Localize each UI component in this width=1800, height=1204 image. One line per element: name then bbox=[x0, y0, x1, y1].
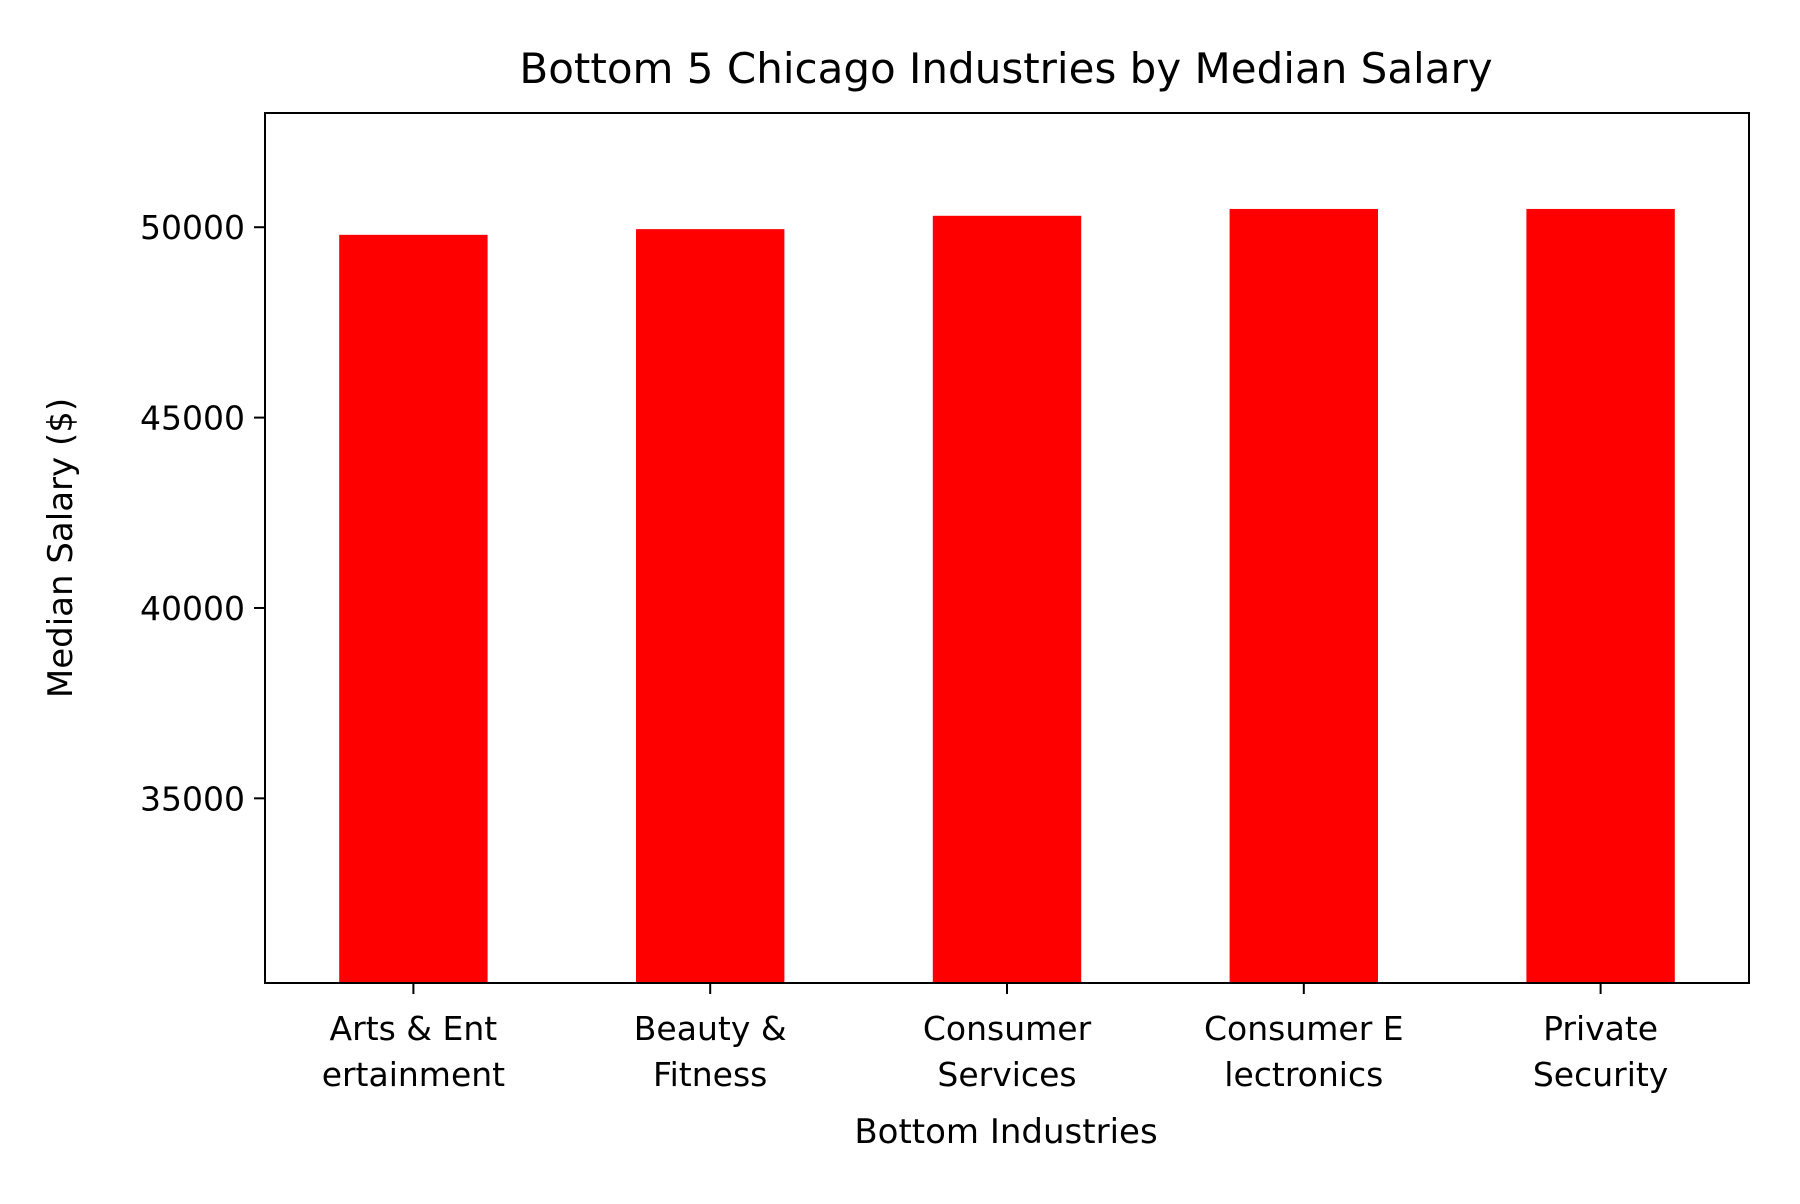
y-axis-label: Median Salary ($) bbox=[41, 398, 81, 698]
x-tick-label-2-line-1: Beauty & bbox=[634, 1009, 787, 1048]
y-tick-label-4: 50000 bbox=[140, 208, 245, 247]
chart-title: Bottom 5 Chicago Industries by Median Sa… bbox=[519, 44, 1492, 93]
x-axis-ticks: Arts & Ent ertainment Beauty & Fitness Consu… bbox=[322, 983, 1669, 1094]
bar-4 bbox=[1229, 208, 1378, 983]
x-tick-label-2-line-2: Fitness bbox=[653, 1055, 767, 1094]
x-tick-label-4-line-1: Consumer E bbox=[1204, 1009, 1404, 1048]
bar-2 bbox=[636, 229, 785, 984]
x-tick-label-1-line-2: ertainment bbox=[322, 1055, 505, 1094]
plot-frame bbox=[264, 112, 1750, 984]
y-tick-label-2: 40000 bbox=[140, 589, 245, 628]
x-tick-label-5-line-1: Private bbox=[1543, 1009, 1658, 1048]
bar-1 bbox=[339, 234, 488, 983]
bar-3 bbox=[932, 215, 1082, 983]
y-tick-label-3: 45000 bbox=[140, 399, 245, 438]
y-tick-label-1: 35000 bbox=[140, 779, 245, 818]
bars-layer bbox=[339, 208, 1675, 984]
bar-5 bbox=[1526, 208, 1675, 983]
x-tick-label-1-line-1: Arts & Ent bbox=[330, 1009, 498, 1048]
x-tick-label-3-line-2: Services bbox=[937, 1055, 1076, 1094]
x-tick-label-5-line-2: Security bbox=[1533, 1055, 1669, 1094]
x-tick-label-4-line-2: lectronics bbox=[1224, 1055, 1383, 1094]
x-axis-label: Bottom Industries bbox=[854, 1112, 1157, 1152]
y-axis-ticks: 35000 40000 45000 50000 bbox=[140, 208, 265, 818]
x-tick-label-3-line-1: Consumer bbox=[923, 1009, 1092, 1048]
